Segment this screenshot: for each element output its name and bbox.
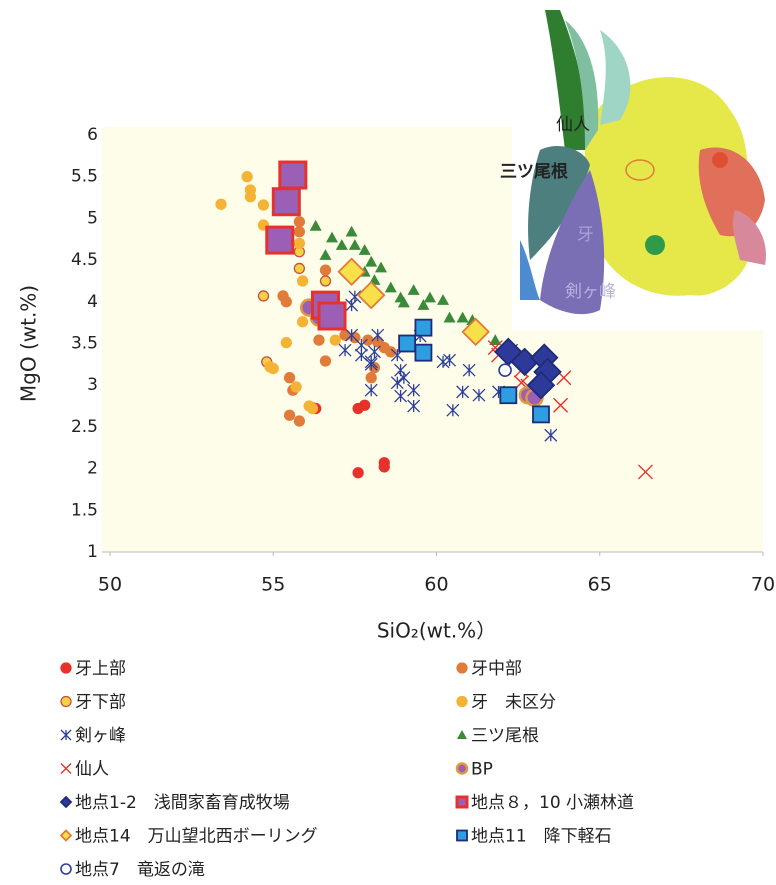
marker xyxy=(360,400,370,410)
legend-label: 地点11 降下軽石 xyxy=(471,827,612,847)
legend-label: 牙下部 xyxy=(75,693,126,713)
y-tick-label: 1 xyxy=(87,542,98,562)
marker xyxy=(366,373,376,383)
chart: 1 1.5 2 2.5 3 3.5 4 4.5 5 5.5 6 50 55 60 65 70 SiO₂(wt.%… xyxy=(0,0,776,881)
y-tick-label: 4 xyxy=(87,292,98,312)
marker xyxy=(258,200,268,210)
marker xyxy=(307,404,317,414)
marker xyxy=(61,831,71,841)
marker xyxy=(267,227,293,253)
x-axis-label: SiO₂(wt.%） xyxy=(377,619,496,643)
map-label: 三ツ尾根 xyxy=(500,161,568,182)
marker xyxy=(61,864,71,874)
legend-label: 仙人 xyxy=(75,760,109,780)
marker xyxy=(61,797,71,807)
marker xyxy=(353,468,363,478)
map-label: 牙 xyxy=(577,225,594,245)
marker xyxy=(457,831,467,841)
marker xyxy=(320,356,330,366)
y-tick-label: 1.5 xyxy=(71,500,98,520)
marker xyxy=(457,797,467,807)
y-tick-label: 3 xyxy=(87,375,98,395)
x-tick-label: 50 xyxy=(98,574,122,596)
legend-label: 牙中部 xyxy=(471,659,522,679)
map-label: 仙人 xyxy=(556,115,590,135)
marker xyxy=(265,362,275,372)
marker xyxy=(533,406,549,422)
marker xyxy=(285,410,295,420)
marker xyxy=(294,217,304,227)
marker xyxy=(294,227,304,237)
map-region xyxy=(712,152,728,168)
map-region xyxy=(645,235,665,255)
map-label: 剣ヶ峰 xyxy=(565,282,616,302)
x-tick-label: 55 xyxy=(261,574,285,596)
legend-label: BP xyxy=(471,760,493,780)
legend-label: 牙上部 xyxy=(75,659,126,679)
marker xyxy=(61,697,71,707)
marker xyxy=(457,663,467,673)
marker xyxy=(291,382,301,392)
legend-label: 地点14 万山望北西ボーリング xyxy=(75,827,318,847)
legend-label: 地点1-2 浅間家畜育成牧場 xyxy=(75,793,290,813)
marker xyxy=(457,764,467,774)
legend-label: 牙 未区分 xyxy=(471,693,556,713)
x-tick-label: 60 xyxy=(424,574,448,596)
y-tick-label: 4.5 xyxy=(71,250,98,270)
y-tick-label: 3.5 xyxy=(71,334,98,354)
y-tick-label: 5.5 xyxy=(71,167,98,187)
y-axis-label: MgO (wt.%) xyxy=(17,285,41,402)
legend-label: 三ツ尾根 xyxy=(471,726,539,746)
marker xyxy=(61,730,71,740)
marker xyxy=(298,317,308,327)
marker xyxy=(61,663,71,673)
marker xyxy=(294,416,304,426)
marker xyxy=(319,303,345,329)
legend-label: 剣ヶ峰 xyxy=(75,726,126,746)
x-tick-label: 70 xyxy=(751,574,775,596)
marker xyxy=(363,335,373,345)
marker xyxy=(457,697,467,707)
marker xyxy=(285,373,295,383)
marker xyxy=(258,291,268,301)
marker xyxy=(500,387,516,403)
marker xyxy=(499,364,511,376)
marker xyxy=(330,335,340,345)
marker xyxy=(294,263,304,273)
inset-map: 仙人 三ツ尾根 牙 剣ヶ峰 xyxy=(500,0,776,330)
marker xyxy=(61,764,71,774)
marker xyxy=(298,276,308,286)
y-tick-label: 2 xyxy=(87,459,98,479)
marker xyxy=(281,297,291,307)
marker xyxy=(281,338,291,348)
y-tick-label: 6 xyxy=(87,125,98,145)
marker xyxy=(379,462,389,472)
marker xyxy=(245,192,255,202)
y-tick-label: 5 xyxy=(87,208,98,228)
marker xyxy=(415,345,431,361)
marker xyxy=(320,265,330,275)
marker xyxy=(415,320,431,336)
x-tick-label: 65 xyxy=(588,574,612,596)
marker xyxy=(314,335,324,345)
marker xyxy=(216,199,226,209)
y-tick-label: 2.5 xyxy=(71,417,98,437)
marker xyxy=(457,730,467,739)
marker xyxy=(273,189,299,215)
marker xyxy=(242,172,252,182)
legend-label: 地点7 竜返の滝 xyxy=(75,860,205,880)
marker xyxy=(320,276,330,286)
marker xyxy=(399,336,415,352)
marker xyxy=(294,238,304,248)
marker xyxy=(280,162,306,188)
legend-label: 地点８，10 小瀬林道 xyxy=(471,793,634,813)
